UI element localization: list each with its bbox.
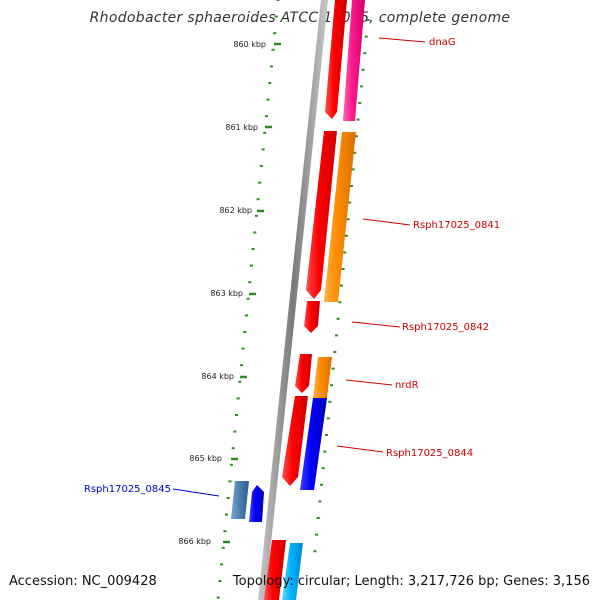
gene-label-rsph17025-0842[interactable]: Rsph17025_0842 <box>402 322 489 333</box>
ruler: 860 kbp 861 kbp 862 kbp 863 kbp 864 kbp … <box>178 40 281 546</box>
gene-red-0844-left[interactable] <box>282 396 308 486</box>
gene-label-rsph17025-0845[interactable]: Rsph17025_0845 <box>84 484 171 495</box>
gene-rsph17025-0844[interactable] <box>300 398 327 490</box>
ruler-tick-863: 863 kbp <box>210 289 256 298</box>
gene-rsph17025-0841[interactable] <box>324 132 356 302</box>
sequence-backbone <box>258 0 328 600</box>
ruler-label-861: 861 kbp <box>225 123 258 132</box>
topology-text: Topology: circular; Length: 3,217,726 bp… <box>232 574 590 589</box>
gene-label-nrdr[interactable]: nrdR <box>395 380 419 391</box>
ruler-tick-865: 865 kbp <box>189 454 238 463</box>
gene-features <box>231 0 365 600</box>
map-title: Rhodobacter sphaeroides ATCC 17025, comp… <box>89 10 511 26</box>
gene-dnag[interactable] <box>343 0 365 121</box>
gene-cyan-bottom[interactable] <box>282 543 303 600</box>
gene-rsph17025-0842[interactable] <box>304 301 320 333</box>
ruler-tick-861: 861 kbp <box>225 123 272 132</box>
gene-red-bottom[interactable] <box>264 540 286 600</box>
ruler-label-865: 865 kbp <box>189 454 222 463</box>
ruler-tick-860: 860 kbp <box>233 40 281 49</box>
ruler-label-862: 862 kbp <box>219 206 252 215</box>
gene-label-dnag[interactable]: dnaG <box>429 37 456 48</box>
gene-label-leaders <box>172 37 426 497</box>
gene-blue-0845-right[interactable] <box>249 485 264 522</box>
gene-rsph17025-0845[interactable] <box>231 481 249 519</box>
ruler-tick-866: 866 kbp <box>178 537 230 546</box>
gene-red-nrdr-left[interactable] <box>295 354 312 393</box>
gene-label-rsph17025-0844[interactable]: Rsph17025_0844 <box>386 448 473 459</box>
ruler-tick-864: 864 kbp <box>201 372 247 381</box>
ruler-tick-862: 862 kbp <box>219 206 264 215</box>
ruler-label-863: 863 kbp <box>210 289 243 298</box>
gene-nrdr[interactable] <box>313 357 332 398</box>
gene-label-rsph17025-0841[interactable]: Rsph17025_0841 <box>413 220 500 231</box>
gene-labels: dnaG Rsph17025_0841 Rsph17025_0842 nrdR … <box>84 37 500 495</box>
gene-red-dnag-upstream[interactable] <box>325 0 347 119</box>
ruler-label-864: 864 kbp <box>201 372 234 381</box>
gene-red-0841-left[interactable] <box>306 131 337 299</box>
ruler-label-860: 860 kbp <box>233 40 266 49</box>
ruler-label-866: 866 kbp <box>178 537 211 546</box>
accession-text: Accession: NC_009428 <box>9 574 157 589</box>
minor-tick-marks <box>216 0 370 599</box>
